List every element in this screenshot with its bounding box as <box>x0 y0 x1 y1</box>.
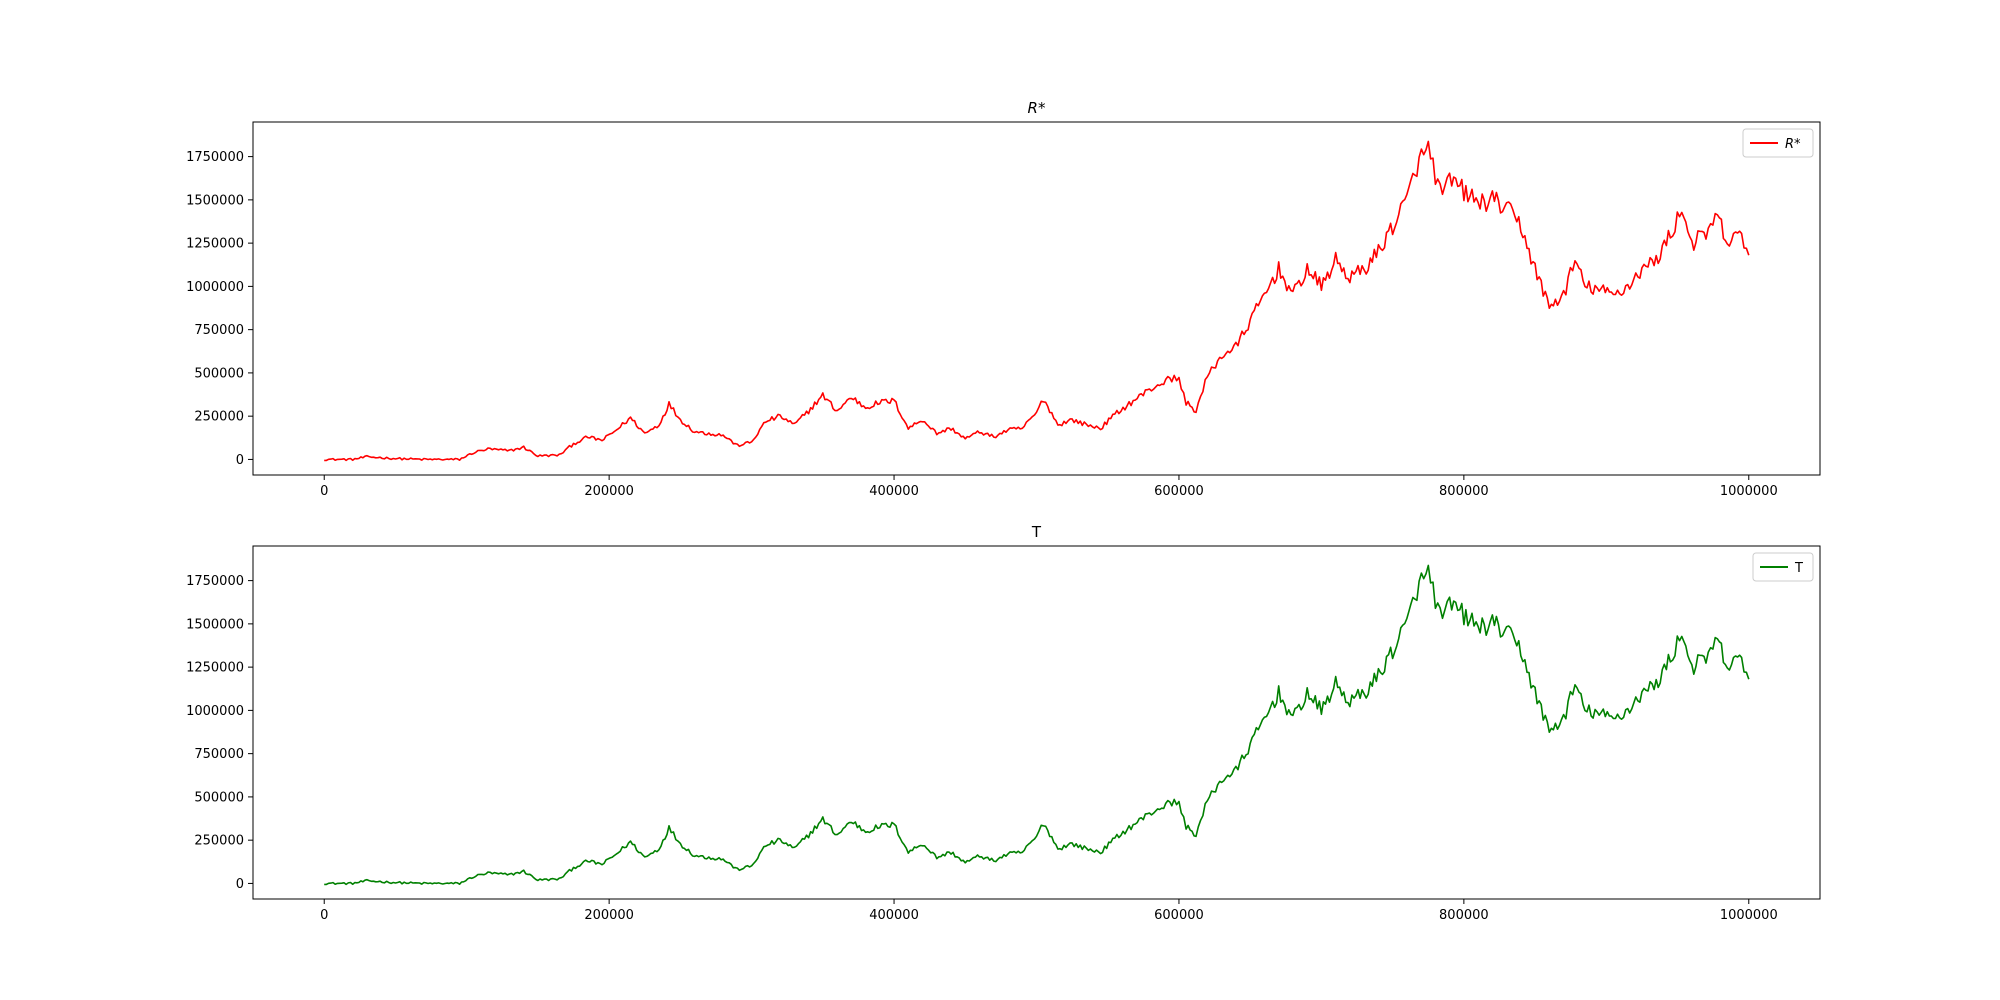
x-tick-label-t: 800000 <box>1439 908 1489 923</box>
chart-panel-r-star: R* 0 200000 400000 600000 800000 1000000 0 25000… <box>186 99 1821 499</box>
x-tick-label-t: 200000 <box>584 908 634 923</box>
x-tick-label-t: 1000000 <box>1720 908 1778 923</box>
y-tick-label-t: 1000000 <box>186 704 244 719</box>
x-tick-label-r-star: 200000 <box>584 484 634 499</box>
x-tick-label-t: 600000 <box>1154 908 1204 923</box>
x-tick-label-r-star: 400000 <box>869 484 919 499</box>
axes-frame-r-star <box>252 121 1821 476</box>
y-tick-label-t: 1500000 <box>186 617 244 632</box>
y-tick-label-r-star: 250000 <box>194 410 244 425</box>
y-tick-label-t: 1750000 <box>186 574 244 589</box>
x-tick-label-r-star: 600000 <box>1154 484 1204 499</box>
y-tick-label-r-star: 1500000 <box>186 193 244 208</box>
y-tick-label-r-star: 1000000 <box>186 280 244 295</box>
legend-label-r-star: R* <box>1785 137 1801 152</box>
y-tick-label-t: 750000 <box>194 747 244 762</box>
x-tick-label-t: 0 <box>320 908 328 923</box>
chart-title-t: T <box>1031 523 1042 541</box>
legend-label-t: T <box>1794 561 1803 576</box>
series-line-t <box>324 564 1750 886</box>
y-tick-label-r-star: 0 <box>236 453 244 468</box>
y-tick-label-r-star: 750000 <box>194 323 244 338</box>
x-tick-label-t: 400000 <box>869 908 919 923</box>
axes-frame-t <box>252 545 1821 900</box>
y-tick-label-r-star: 1250000 <box>186 237 244 252</box>
x-tick-label-r-star: 1000000 <box>1720 484 1778 499</box>
y-tick-label-t: 250000 <box>194 834 244 849</box>
chart-title-r-star: R* <box>1028 99 1046 117</box>
y-tick-label-r-star: 500000 <box>194 366 244 381</box>
y-tick-label-t: 500000 <box>194 790 244 805</box>
x-tick-label-r-star: 800000 <box>1439 484 1489 499</box>
chart-panel-t: T 0 200000 400000 600000 800000 1000000 0 250000… <box>186 523 1821 923</box>
series-line-r-star <box>324 140 1750 462</box>
y-tick-label-r-star: 1750000 <box>186 150 244 165</box>
y-tick-label-t: 0 <box>236 877 244 892</box>
x-tick-label-r-star: 0 <box>320 484 328 499</box>
y-tick-label-t: 1250000 <box>186 661 244 676</box>
